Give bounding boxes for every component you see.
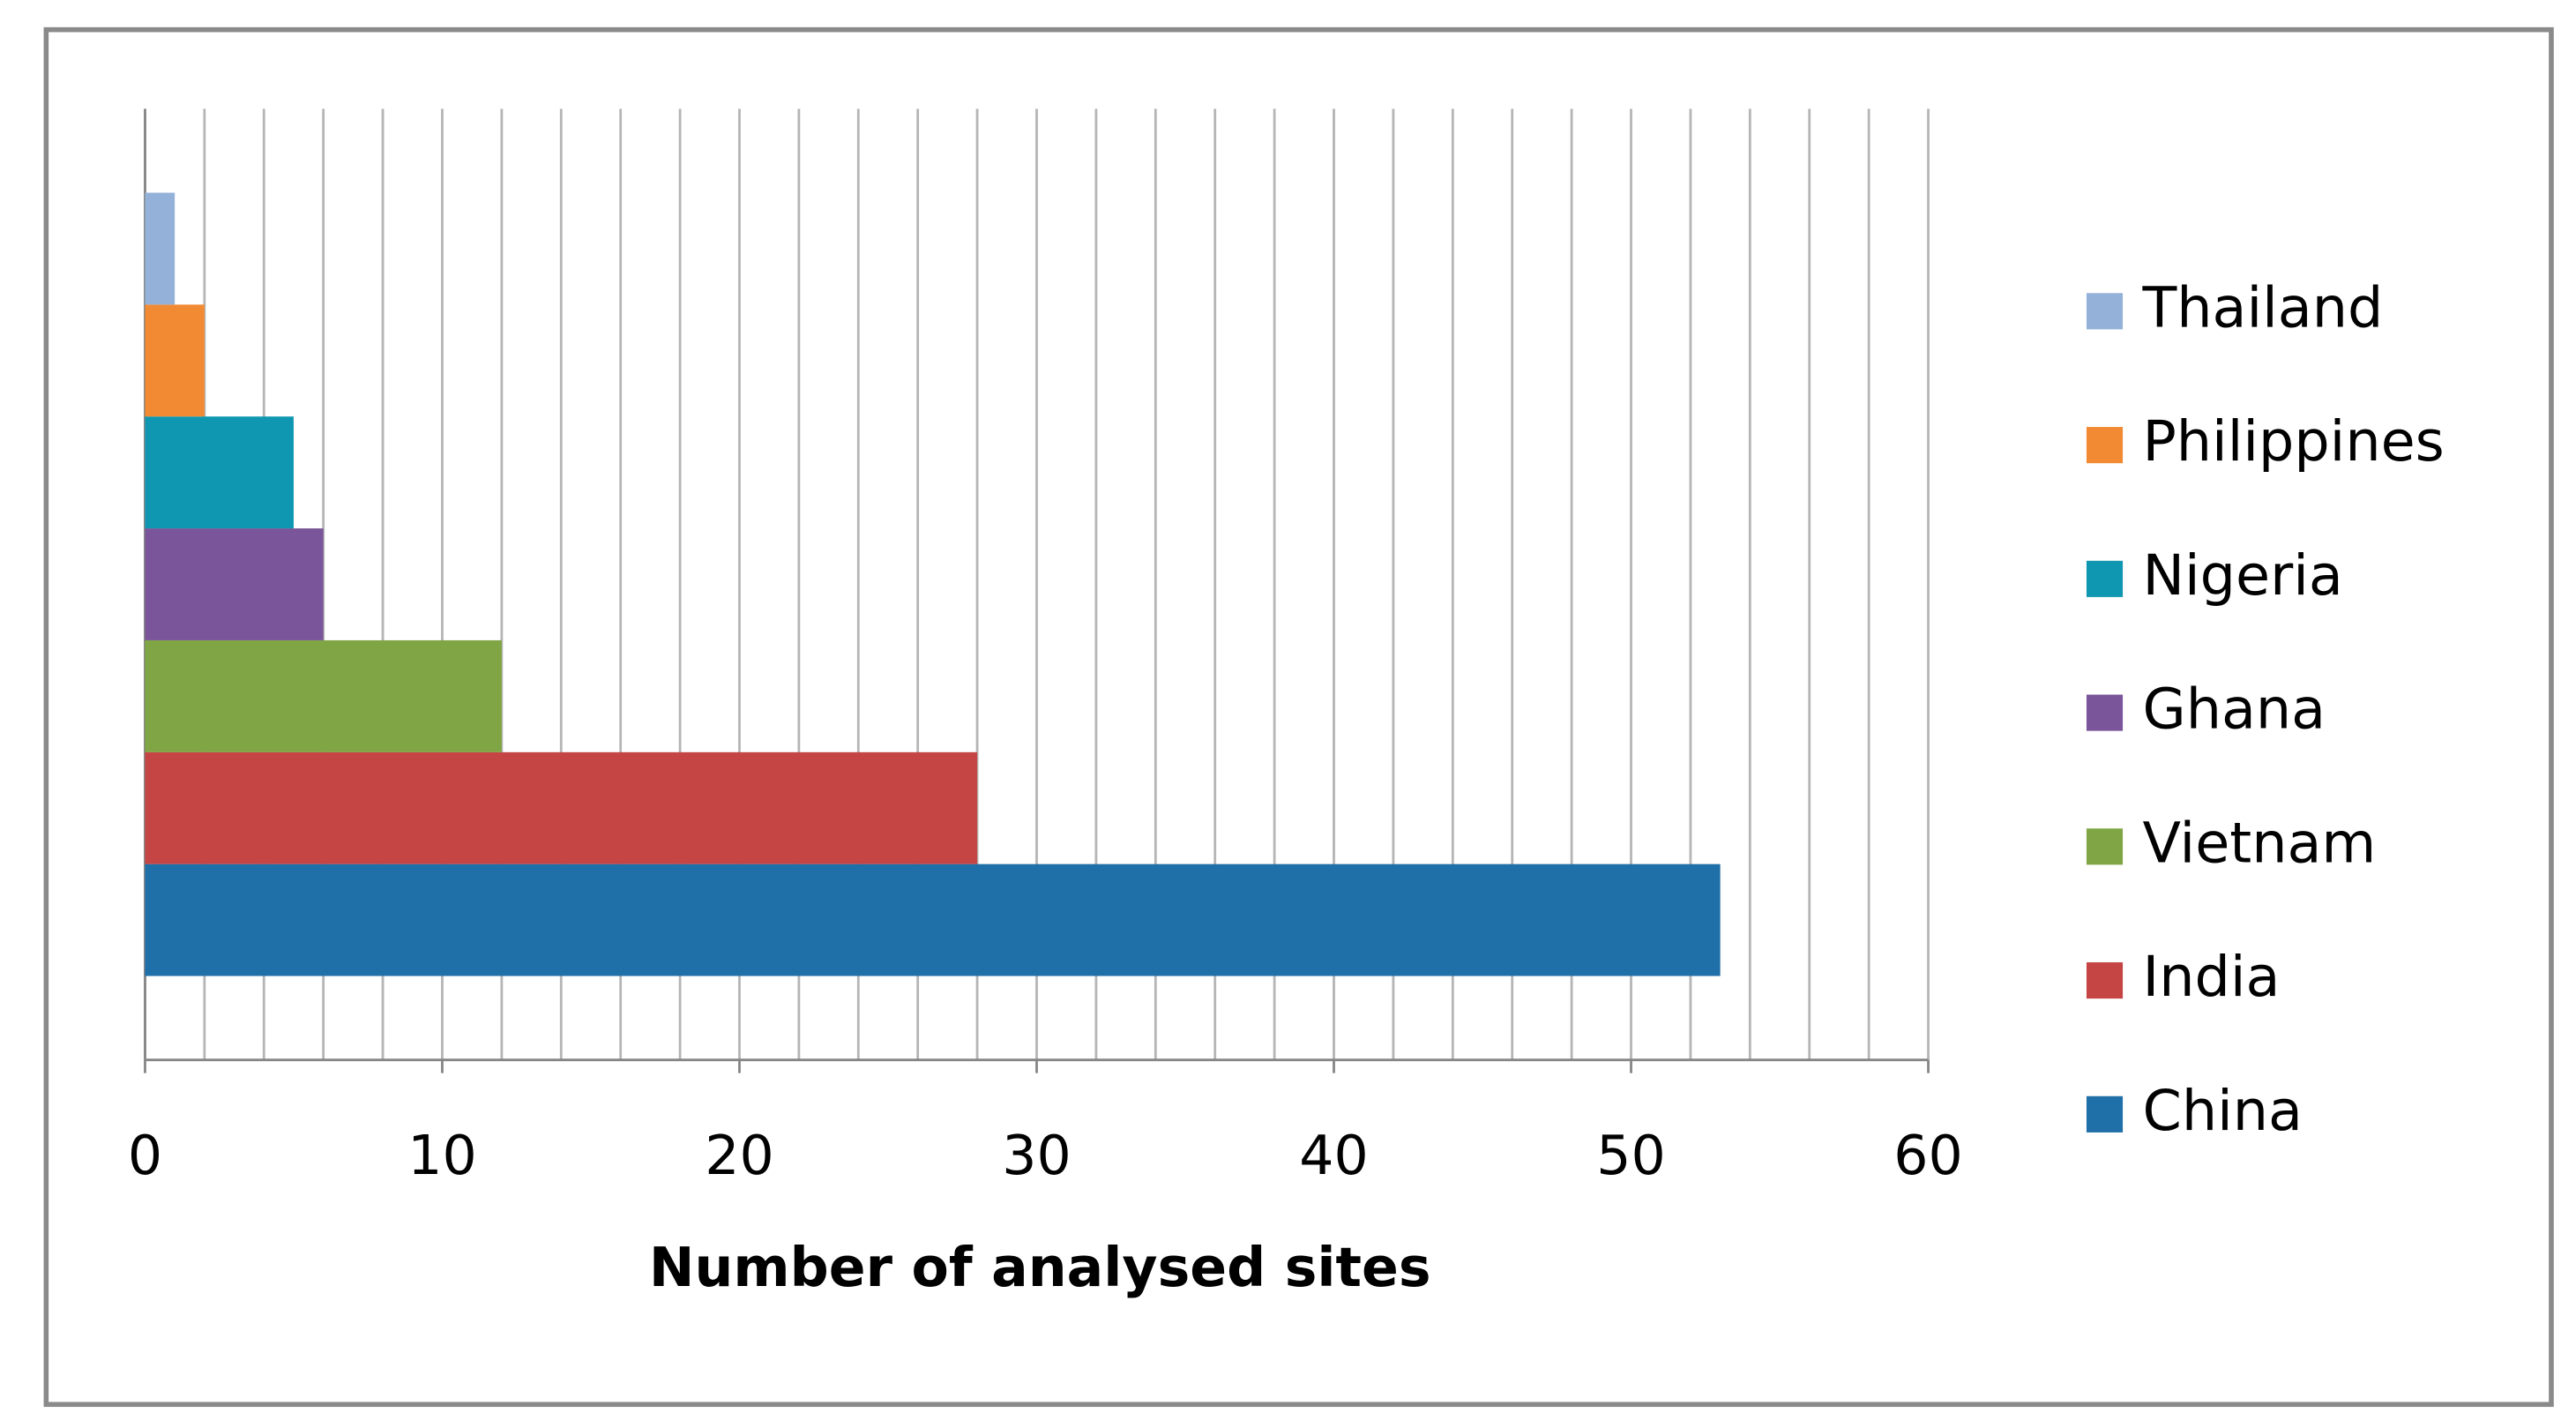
bar — [145, 304, 205, 417]
legend-label: China — [2142, 1078, 2302, 1143]
bar — [145, 192, 175, 305]
x-tick-label: 30 — [1002, 1124, 1071, 1187]
legend-label: Vietnam — [2142, 810, 2376, 875]
legend-label: Ghana — [2142, 677, 2326, 742]
x-tick-label: 20 — [705, 1124, 773, 1187]
legend-swatch — [2086, 694, 2124, 731]
x-tick-label: 40 — [1299, 1124, 1368, 1187]
bar — [145, 639, 502, 752]
legend-swatch — [2086, 828, 2124, 865]
legend-swatch — [2086, 560, 2124, 597]
legend-swatch — [2086, 1095, 2124, 1133]
x-tick-label: 0 — [128, 1124, 162, 1187]
bar — [145, 751, 978, 864]
legend-swatch — [2086, 962, 2124, 999]
legend-label: India — [2142, 944, 2280, 1009]
x-axis-label: Number of analysed sites — [649, 1236, 1431, 1299]
bar — [145, 528, 324, 640]
bar — [145, 864, 1721, 976]
x-tick-label: 50 — [1596, 1124, 1665, 1187]
legend-label: Thailand — [2141, 274, 2383, 340]
legend-label: Nigeria — [2142, 542, 2342, 608]
legend-swatch — [2086, 427, 2124, 464]
legend-label: Philippines — [2142, 408, 2444, 474]
x-tick-label: 60 — [1893, 1124, 1962, 1187]
bar — [145, 416, 294, 529]
legend-swatch — [2086, 293, 2124, 330]
x-tick-label: 10 — [407, 1124, 476, 1187]
